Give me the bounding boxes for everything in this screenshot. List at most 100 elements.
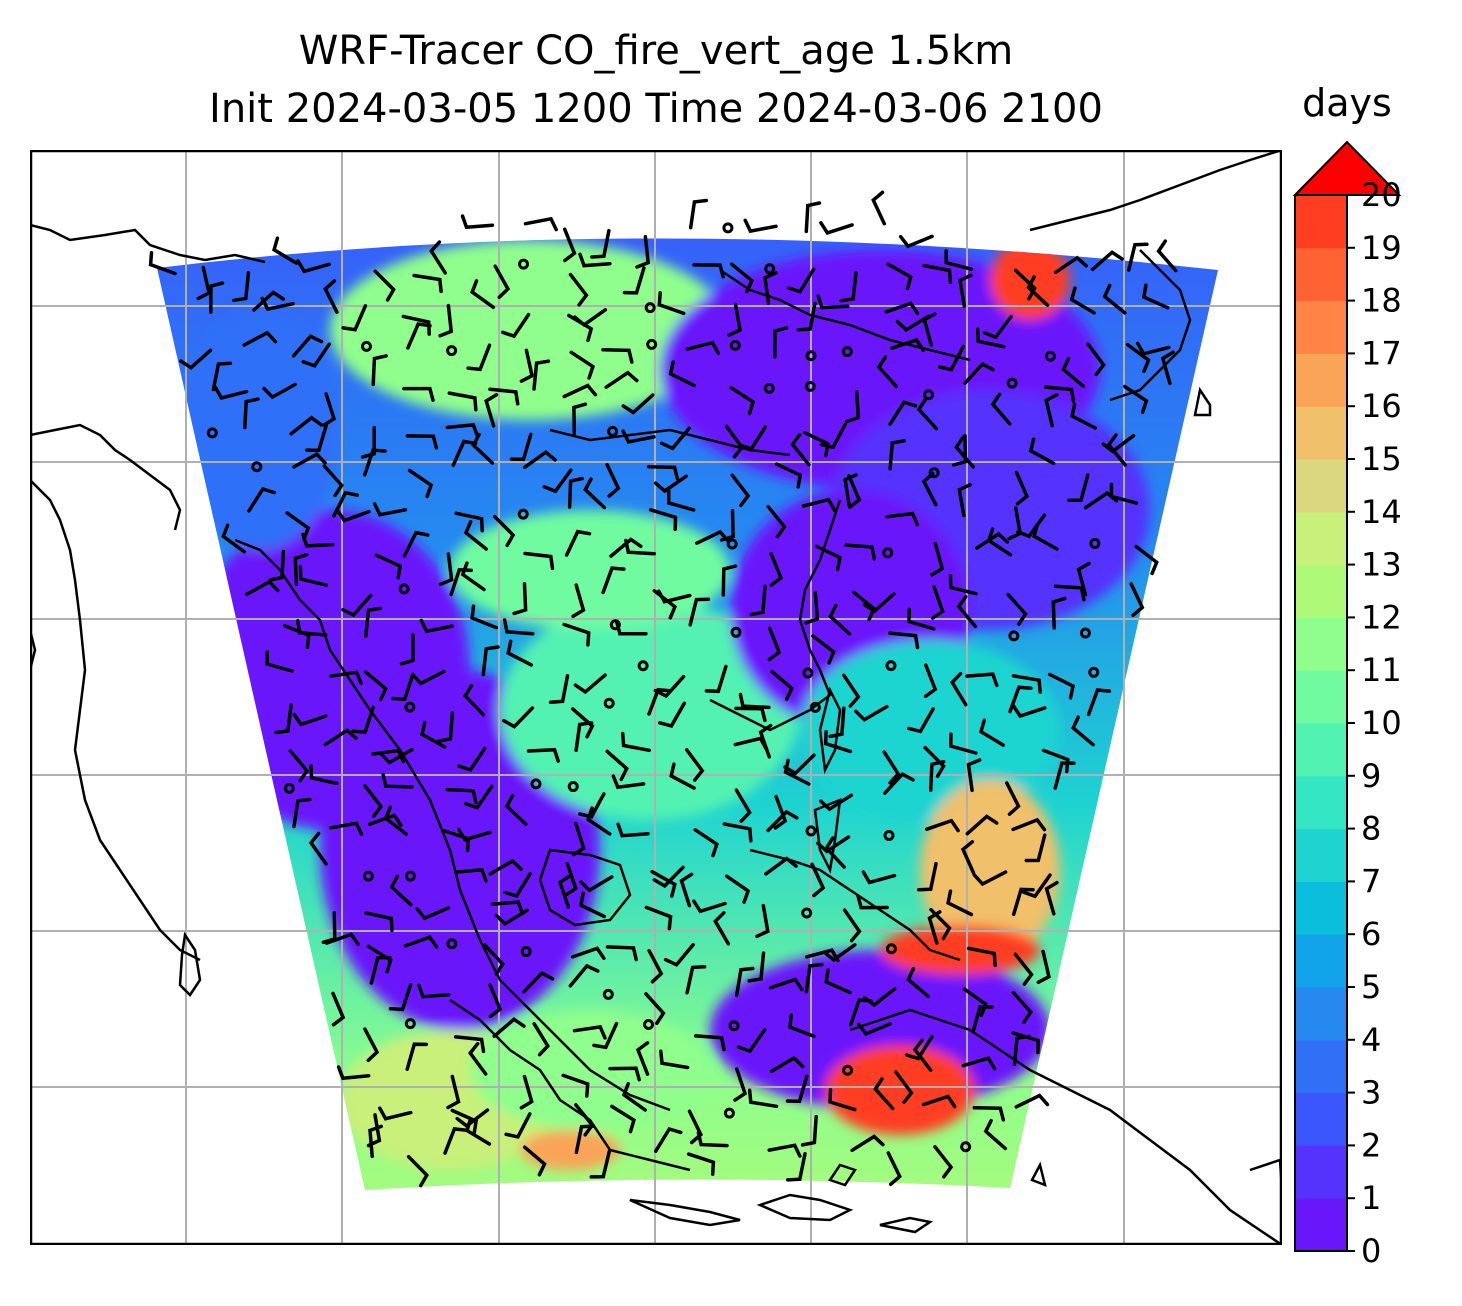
wind-barb xyxy=(590,228,611,259)
wind-barb xyxy=(523,216,558,232)
wind-barb xyxy=(1086,688,1112,717)
wind-barb xyxy=(412,273,443,294)
calm-circle xyxy=(802,667,814,679)
colorbar-level-6 xyxy=(1295,881,1347,935)
wind-barb xyxy=(823,729,853,754)
wind-barb xyxy=(419,720,447,749)
wind-barb xyxy=(922,263,953,285)
wind-barb xyxy=(291,334,324,358)
wind-barb xyxy=(578,891,607,919)
wind-barb xyxy=(379,747,414,765)
wind-barb xyxy=(388,982,413,1012)
wind-barb xyxy=(571,821,586,857)
wind-barb xyxy=(819,422,848,450)
wind-barb xyxy=(1022,873,1052,899)
wind-barb xyxy=(481,645,500,677)
colorbar-level-11 xyxy=(1295,617,1347,671)
wind-barb xyxy=(957,482,972,518)
calm-circle xyxy=(885,660,897,672)
wind-barb xyxy=(1053,255,1088,275)
wind-barb xyxy=(921,1094,957,1109)
map-panel xyxy=(30,150,1282,1245)
wind-barb xyxy=(848,998,873,1027)
wind-barb xyxy=(1047,672,1075,700)
calm-circle xyxy=(801,907,813,919)
wind-barb xyxy=(948,573,978,596)
wind-barb xyxy=(301,532,335,548)
wind-barb xyxy=(1141,283,1170,310)
wind-barb xyxy=(378,1106,413,1121)
wind-barb xyxy=(842,673,861,708)
wind-barb xyxy=(693,828,719,858)
wind-barb xyxy=(443,1127,469,1155)
wind-barb xyxy=(572,1024,607,1040)
wind-barb xyxy=(738,692,771,710)
wind-barb xyxy=(1044,880,1059,916)
wind-barb xyxy=(736,1028,767,1054)
wind-barb xyxy=(755,903,770,939)
wind-barb xyxy=(854,704,889,722)
wind-barb xyxy=(767,626,782,662)
wind-barb xyxy=(467,1041,488,1076)
wind-barb xyxy=(1008,685,1033,714)
wind-barb xyxy=(763,271,778,306)
calm-circle xyxy=(763,382,775,394)
wind-barb xyxy=(659,426,691,451)
wind-barb xyxy=(975,327,1006,349)
wind-barb xyxy=(766,504,787,539)
wind-barb xyxy=(463,683,486,717)
calm-circle xyxy=(729,339,741,351)
wind-barb xyxy=(773,794,788,830)
wind-barb xyxy=(494,908,529,926)
wind-barb xyxy=(696,1131,729,1148)
wind-barb xyxy=(464,784,494,810)
wind-barb xyxy=(804,591,820,625)
wind-barb xyxy=(692,263,725,279)
calm-circle xyxy=(923,389,935,401)
wind-barb xyxy=(972,870,1008,887)
wind-barb xyxy=(685,965,707,995)
wind-barb xyxy=(783,758,811,786)
wind-barb xyxy=(436,711,455,743)
colorbar-level-4 xyxy=(1295,987,1347,1041)
wind-barb xyxy=(557,873,572,909)
wind-barb xyxy=(616,822,650,838)
wind-barb xyxy=(610,1104,636,1134)
wind-barb xyxy=(944,248,974,271)
wind-barb xyxy=(758,723,773,759)
wind-barb xyxy=(454,511,484,533)
wind-barb xyxy=(331,991,346,1027)
wind-barb xyxy=(488,983,503,1019)
calm-circle xyxy=(607,425,619,437)
wind-barb xyxy=(298,565,328,587)
wind-barb xyxy=(1026,275,1050,307)
wind-barb xyxy=(1011,1031,1040,1055)
wind-barb xyxy=(647,687,672,716)
wind-barb xyxy=(483,943,505,976)
wind-barb xyxy=(502,618,535,636)
wind-barb xyxy=(790,432,811,467)
colorbar-tick-label: 8 xyxy=(1361,810,1381,848)
wind-barb xyxy=(659,1049,690,1070)
wind-barb xyxy=(562,622,591,647)
colorbar-level-19 xyxy=(1295,195,1347,249)
wind-barb xyxy=(324,932,360,946)
wind-barb xyxy=(954,435,975,469)
wind-barb xyxy=(1061,356,1086,388)
wind-barb xyxy=(1053,584,1086,602)
wind-barb xyxy=(788,1013,816,1039)
wind-barb xyxy=(196,265,212,301)
wind-barb xyxy=(734,966,755,998)
wind-barb xyxy=(341,304,368,332)
wind-barb xyxy=(956,594,978,629)
colorbar-tick-label: 1 xyxy=(1361,1179,1381,1217)
wind-barb xyxy=(450,1108,479,1135)
wind-barb xyxy=(1006,592,1028,626)
calm-circle xyxy=(362,870,374,882)
wind-barb xyxy=(946,889,974,917)
wind-barb xyxy=(856,894,889,910)
wind-barb xyxy=(882,750,901,785)
wind-barb xyxy=(586,806,612,836)
wind-barb xyxy=(402,530,430,558)
wind-barb xyxy=(295,619,328,637)
